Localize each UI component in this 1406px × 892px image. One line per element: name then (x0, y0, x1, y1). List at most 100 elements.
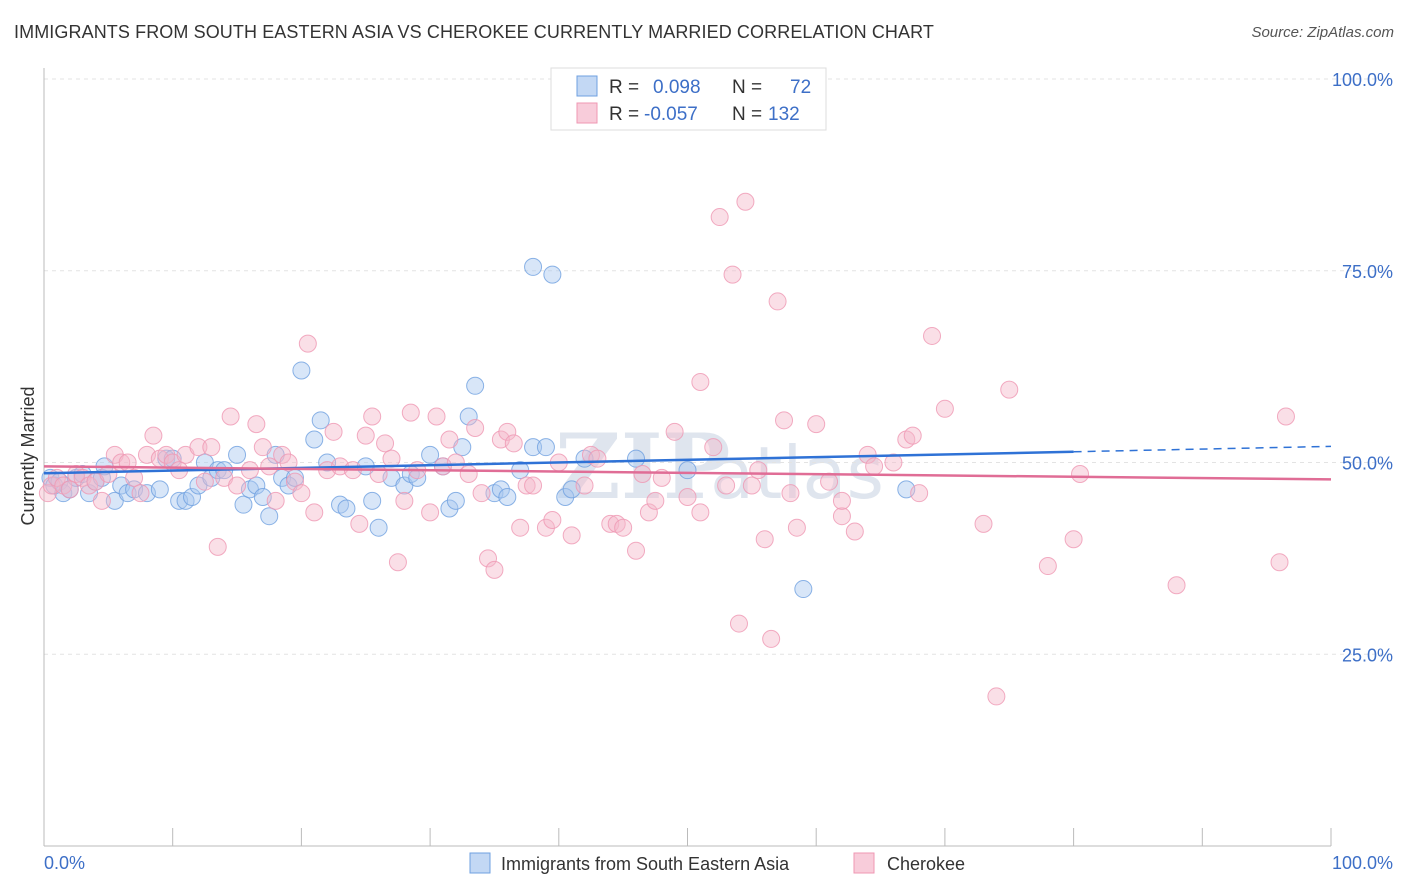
point-cherokee-74 (562, 526, 581, 545)
point-cherokee-93 (729, 614, 748, 633)
point-sea-68 (627, 449, 646, 468)
point-cherokee-47 (363, 407, 382, 426)
point-cherokee-46 (356, 426, 375, 445)
point-sea-52 (440, 499, 459, 518)
point-cherokee-23 (189, 438, 208, 457)
point-cherokee-101 (787, 518, 806, 537)
point-cherokee-15 (131, 484, 150, 503)
point-cherokee-42 (324, 422, 343, 441)
point-cherokee-105 (845, 522, 864, 541)
point-cherokee-58 (440, 430, 459, 449)
legend-r-value-sea: 0.098 (653, 77, 701, 98)
x-axis-ticks (43, 828, 1332, 846)
point-cherokee-116 (1000, 380, 1019, 399)
chart-title: IMMIGRANTS FROM SOUTH EASTERN ASIA VS CH… (14, 22, 934, 42)
point-cherokee-97 (762, 629, 781, 648)
point-cherokee-35 (273, 445, 292, 464)
point-cherokee-75 (575, 476, 594, 495)
y-tick-label-25: 25.0% (1342, 645, 1393, 665)
series-legend: Immigrants from South Eastern Asia Chero… (469, 852, 965, 874)
legend-n-label-cherokee: N = (732, 104, 762, 125)
point-cherokee-53 (401, 403, 420, 422)
point-cherokee-50 (382, 449, 401, 468)
point-cherokee-114 (974, 514, 993, 533)
point-sea-30 (247, 476, 266, 495)
point-cherokee-123 (691, 372, 710, 391)
point-sea-44 (363, 491, 382, 510)
point-sea-38 (305, 430, 324, 449)
point-cherokee-25 (202, 438, 221, 457)
point-cherokee-89 (704, 438, 723, 457)
point-cherokee-80 (614, 518, 633, 537)
bottom-legend-label-cherokee: Cherokee (887, 854, 965, 874)
legend-swatch-sea (576, 75, 598, 97)
point-cherokee-51 (388, 553, 407, 572)
x-tick-label-min: 0.0% (44, 853, 85, 873)
point-cherokee-68 (511, 518, 530, 537)
point-cherokee-4 (60, 480, 79, 499)
bottom-legend-label-sea: Immigrants from South Eastern Asia (501, 854, 790, 874)
point-cherokee-113 (935, 399, 954, 418)
point-cherokee-63 (479, 549, 498, 568)
point-sea-61 (524, 438, 543, 457)
point-cherokee-33 (260, 457, 279, 476)
point-cherokee-10 (99, 465, 118, 484)
point-cherokee-115 (987, 687, 1006, 706)
point-sea-71 (794, 580, 813, 599)
point-sea-64 (543, 265, 562, 284)
legend-r-value-cherokee: -0.057 (644, 104, 698, 125)
trend-lines (43, 445, 1332, 481)
point-cherokee-111 (910, 484, 929, 503)
point-cherokee-19 (157, 445, 176, 464)
point-cherokee-34 (266, 491, 285, 510)
point-cherokee-90 (710, 208, 729, 227)
point-cherokee-69 (517, 476, 536, 495)
point-sea-39 (311, 411, 330, 430)
point-cherokee-102 (807, 415, 826, 434)
point-cherokee-24 (195, 472, 214, 491)
y-tick-label-50: 50.0% (1342, 454, 1393, 474)
point-cherokee-88 (691, 503, 710, 522)
point-cherokee-112 (923, 326, 942, 345)
point-cherokee-124 (832, 491, 851, 510)
point-sea-62 (524, 257, 543, 276)
point-cherokee-61 (466, 418, 485, 437)
point-cherokee-29 (228, 476, 247, 495)
point-cherokee-103 (820, 472, 839, 491)
point-cherokee-81 (627, 541, 646, 560)
point-cherokee-62 (472, 484, 491, 503)
point-cherokee-45 (350, 514, 369, 533)
legend-swatch-cherokee (576, 102, 598, 124)
point-cherokee-94 (736, 192, 755, 211)
point-sea-50 (421, 445, 440, 464)
point-sea-21 (183, 488, 202, 507)
y-tick-label-100: 100.0% (1332, 70, 1393, 90)
point-cherokee-118 (1064, 530, 1083, 549)
point-cherokee-70 (524, 476, 543, 495)
point-cherokee-92 (723, 265, 742, 284)
point-cherokee-28 (221, 407, 240, 426)
point-sea-55 (459, 407, 478, 426)
point-cherokee-71 (536, 518, 555, 537)
point-cherokee-104 (832, 507, 851, 526)
point-cherokee-96 (755, 530, 774, 549)
point-sea-28 (234, 495, 253, 514)
point-cherokee-60 (459, 465, 478, 484)
point-cherokee-40 (305, 503, 324, 522)
point-cherokee-117 (1038, 557, 1057, 576)
y-tick-labels: 25.0% 50.0% 75.0% 100.0% (1332, 70, 1393, 665)
point-cherokee-32 (253, 438, 272, 457)
point-sea-63 (536, 438, 555, 457)
point-sea-37 (292, 361, 311, 380)
legend-r-label-cherokee: R = (609, 104, 639, 125)
point-cherokee-72 (543, 511, 562, 530)
point-cherokee-100 (781, 484, 800, 503)
source-label: Source: ZipAtlas.com (1251, 24, 1394, 41)
point-cherokee-39 (298, 334, 317, 353)
point-cherokee-37 (285, 472, 304, 491)
point-cherokee-119 (1071, 465, 1090, 484)
trend-line-cherokee (43, 465, 1332, 481)
point-cherokee-121 (1270, 553, 1289, 572)
point-cherokee-110 (903, 426, 922, 445)
